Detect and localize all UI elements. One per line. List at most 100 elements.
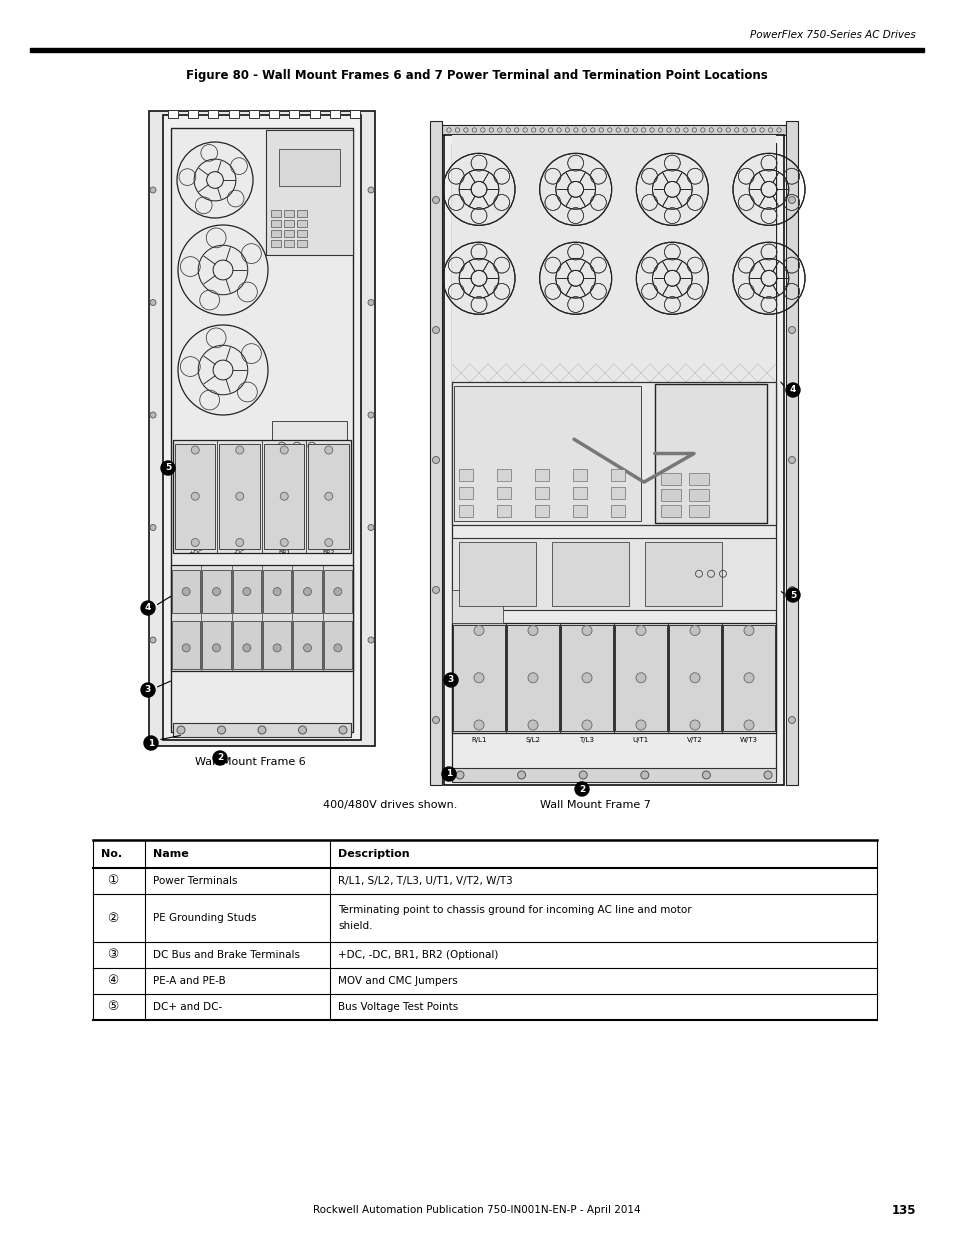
Bar — [506, 625, 558, 731]
Circle shape — [785, 383, 800, 396]
Text: W/T3: W/T3 — [740, 737, 758, 743]
Circle shape — [303, 588, 312, 595]
Bar — [266, 130, 353, 254]
Text: 2: 2 — [578, 784, 584, 794]
Circle shape — [235, 538, 244, 547]
Text: shield.: shield. — [337, 921, 372, 931]
Bar — [610, 505, 624, 517]
Circle shape — [527, 673, 537, 683]
Circle shape — [368, 412, 374, 417]
Bar — [453, 625, 504, 731]
Bar — [452, 622, 775, 734]
Circle shape — [788, 716, 795, 724]
Text: BR1: BR1 — [277, 550, 290, 555]
Circle shape — [191, 446, 199, 454]
Circle shape — [432, 587, 439, 594]
Bar — [668, 625, 720, 731]
Circle shape — [788, 196, 795, 204]
Bar — [452, 538, 775, 610]
Bar — [573, 505, 586, 517]
Text: 4: 4 — [789, 385, 796, 394]
Circle shape — [636, 625, 645, 636]
Circle shape — [432, 716, 439, 724]
Text: Figure 80 - Wall Mount Frames 6 and 7 Power Terminal and Termination Point Locat: Figure 80 - Wall Mount Frames 6 and 7 Po… — [186, 69, 767, 83]
Text: 3: 3 — [145, 685, 151, 694]
Circle shape — [581, 673, 592, 683]
Bar — [168, 110, 178, 119]
Circle shape — [636, 720, 645, 730]
Text: V/T2: V/T2 — [686, 737, 702, 743]
Circle shape — [213, 751, 227, 764]
Bar — [284, 230, 294, 237]
Bar — [660, 505, 680, 517]
Circle shape — [743, 625, 753, 636]
Circle shape — [432, 326, 439, 333]
Circle shape — [368, 186, 374, 193]
Bar — [309, 110, 319, 119]
Text: T/L3: T/L3 — [578, 737, 594, 743]
Circle shape — [144, 736, 158, 750]
Text: 3: 3 — [447, 676, 454, 684]
Text: PE Grounding Studs: PE Grounding Studs — [152, 913, 256, 923]
Bar — [452, 590, 502, 622]
Circle shape — [150, 186, 156, 193]
Text: ②: ② — [108, 911, 118, 925]
Circle shape — [788, 457, 795, 463]
Bar — [654, 384, 766, 522]
Bar — [296, 240, 307, 247]
Bar — [278, 148, 339, 186]
Text: BR2: BR2 — [322, 550, 335, 555]
Circle shape — [474, 673, 483, 683]
Bar — [296, 220, 307, 227]
Circle shape — [235, 493, 244, 500]
Bar — [263, 571, 291, 613]
Circle shape — [334, 588, 341, 595]
Text: 135: 135 — [890, 1203, 915, 1216]
Bar — [688, 473, 708, 485]
Circle shape — [191, 493, 199, 500]
Circle shape — [280, 493, 288, 500]
Circle shape — [689, 673, 700, 683]
Circle shape — [689, 720, 700, 730]
Bar — [296, 230, 307, 237]
Circle shape — [324, 538, 333, 547]
Circle shape — [150, 300, 156, 305]
Circle shape — [257, 726, 266, 734]
Bar — [454, 387, 640, 521]
Circle shape — [298, 726, 306, 734]
Circle shape — [235, 446, 244, 454]
Bar — [296, 210, 307, 217]
Circle shape — [743, 720, 753, 730]
Bar — [497, 487, 511, 499]
Bar — [458, 505, 473, 517]
Circle shape — [141, 601, 154, 615]
Bar — [452, 143, 775, 777]
Circle shape — [368, 525, 374, 531]
Text: 1: 1 — [445, 769, 452, 778]
Bar — [271, 210, 281, 217]
Circle shape — [527, 625, 537, 636]
Bar — [202, 621, 231, 669]
Text: Power Terminals: Power Terminals — [152, 876, 237, 885]
Bar — [785, 121, 797, 785]
Circle shape — [141, 683, 154, 697]
Bar — [272, 421, 347, 472]
Text: R/L1: R/L1 — [471, 737, 486, 743]
Bar — [284, 210, 294, 217]
Bar — [174, 445, 215, 548]
Text: 4: 4 — [145, 604, 151, 613]
Circle shape — [432, 457, 439, 463]
Circle shape — [575, 782, 588, 797]
Text: Rockwell Automation Publication 750-IN001N-EN-P - April 2014: Rockwell Automation Publication 750-IN00… — [313, 1205, 640, 1215]
Bar — [172, 621, 200, 669]
Bar — [219, 445, 260, 548]
Circle shape — [788, 587, 795, 594]
Circle shape — [581, 720, 592, 730]
Text: 5: 5 — [789, 590, 796, 599]
Circle shape — [217, 726, 225, 734]
Bar — [497, 469, 511, 480]
Bar — [233, 571, 261, 613]
Circle shape — [432, 196, 439, 204]
Bar — [149, 111, 375, 746]
Bar — [171, 564, 353, 672]
